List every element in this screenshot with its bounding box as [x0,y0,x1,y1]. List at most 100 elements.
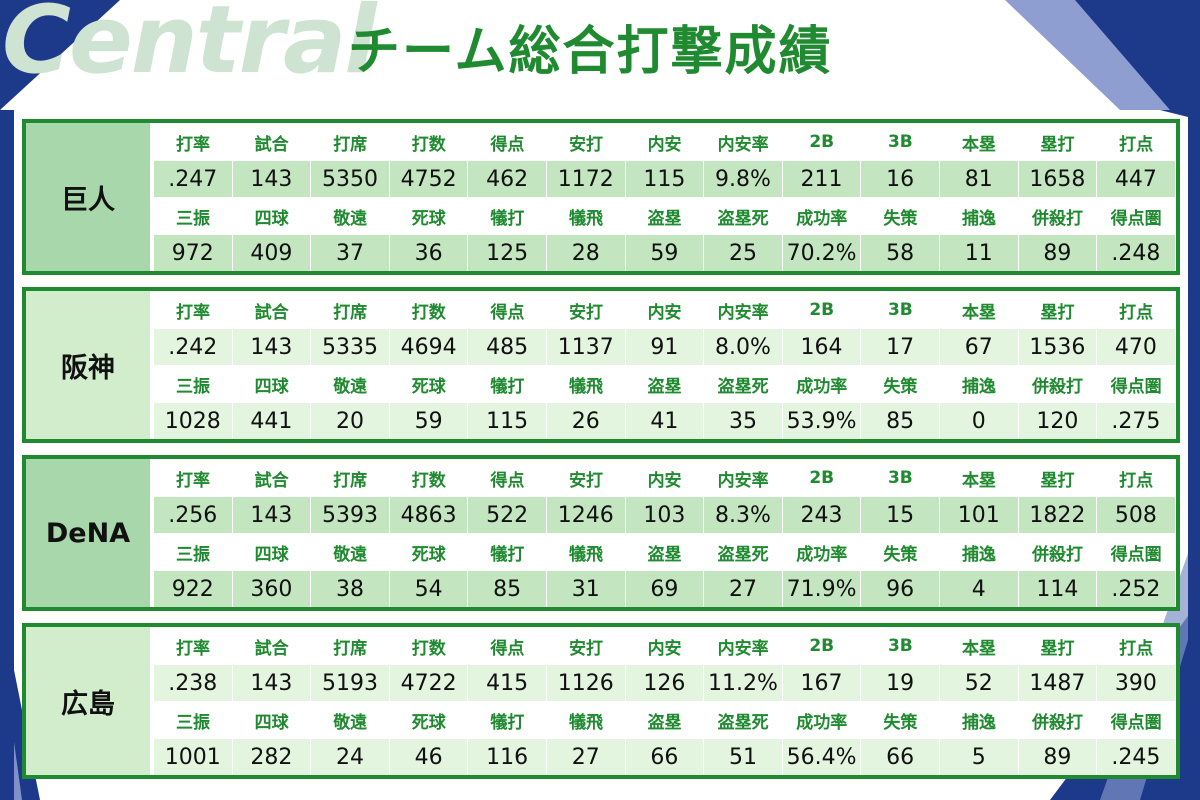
stat-label-row: 打率 試合 打席 打数 得点 安打 内安 内安率 2B 3B 本塁 塁打 打点 [154,461,1176,495]
stat-value: .248 [1097,235,1175,271]
stat-value: .247 [154,161,232,197]
stat-label: 打席 [311,461,390,495]
stat-grid: 打率 試合 打席 打数 得点 安打 内安 内安率 2B 3B 本塁 塁打 打点 .242 143 5335 46… [154,291,1176,439]
stat-value: 115 [468,403,546,439]
stat-label: 打数 [389,293,468,327]
stat-label: 内安率 [704,293,783,327]
stat-label-row: 三振 四球 敬遠 死球 犠打 犠飛 盗塁 盗塁死 成功率 失策 捕逸 併殺打 得点圏 [154,535,1176,569]
stat-label: 死球 [389,199,468,233]
stat-label: 成功率 [782,535,861,569]
stat-value: .242 [154,329,232,365]
stat-label: 成功率 [782,367,861,401]
stat-value: 37 [311,235,389,271]
stat-value: 126 [625,665,704,701]
stat-value: 91 [625,329,704,365]
stat-label: 2B [782,629,861,663]
stat-label: 三振 [154,199,232,233]
stat-label: 打点 [1097,461,1176,495]
stat-value: 1536 [1018,329,1097,365]
stat-value: 20 [311,403,389,439]
stat-label: 死球 [389,535,468,569]
stat-label: 打率 [154,125,232,159]
stat-label: 敬遠 [311,367,390,401]
stat-value: 15 [861,497,939,533]
stat-value-row: .247 143 5350 4752 462 1172 115 9.8% 211 16 81 1658… [154,161,1176,197]
stat-label: 得点 [468,629,547,663]
stat-value: 38 [311,571,389,607]
stat-value: 89 [1018,739,1097,775]
stat-value: 31 [546,571,625,607]
stat-label: 三振 [154,703,232,737]
stat-label: 併殺打 [1018,703,1097,737]
stat-value: 115 [625,161,704,197]
stat-value: 26 [546,403,625,439]
stat-value: 143 [232,161,311,197]
stat-value: 36 [389,235,468,271]
stat-label: 本塁 [939,629,1018,663]
stat-label: 犠飛 [546,703,625,737]
stat-label: 内安 [625,125,704,159]
stat-value: 1137 [546,329,625,365]
stat-label: 犠打 [468,535,547,569]
stat-value: 41 [625,403,704,439]
stat-value: 4722 [389,665,468,701]
stat-label: 塁打 [1018,293,1097,327]
stat-label: 内安率 [704,461,783,495]
stat-label: 四球 [232,535,311,569]
stat-grid: 打率 試合 打席 打数 得点 安打 内安 内安率 2B 3B 本塁 塁打 打点 .238 143 5193 47… [154,627,1176,775]
stat-label: 打率 [154,293,232,327]
stat-label: 得点圏 [1097,367,1176,401]
stat-label: 犠打 [468,367,547,401]
stat-value: 116 [468,739,546,775]
stat-label: 本塁 [939,461,1018,495]
stat-value: 1658 [1018,161,1097,197]
stat-label: 得点 [468,125,547,159]
stat-label: 打数 [389,629,468,663]
stat-label: 内安 [625,629,704,663]
header: Central チーム総合打撃成績 [0,0,1200,110]
team-name: 阪神 [26,291,150,439]
stat-value: 167 [782,665,861,701]
stat-label: 試合 [232,125,311,159]
stat-value-row: .238 143 5193 4722 415 1126 126 11.2% 167 19 52 148… [154,665,1176,701]
stat-label: 打点 [1097,293,1176,327]
stat-label: 失策 [861,199,940,233]
stat-label: 敬遠 [311,535,390,569]
stat-value: 19 [861,665,939,701]
stat-label: 2B [782,461,861,495]
stat-label: 四球 [232,199,311,233]
stat-value: 1822 [1018,497,1097,533]
stat-value: 27 [546,739,625,775]
stat-value: .238 [154,665,232,701]
stat-value: 35 [704,403,782,439]
stat-label: 安打 [546,125,625,159]
stat-value: 66 [625,739,704,775]
stat-label: 犠飛 [546,199,625,233]
stat-label: 試合 [232,293,311,327]
stat-value: 4694 [389,329,468,365]
stat-label: 四球 [232,367,311,401]
stat-value: .252 [1097,571,1175,607]
stat-label: 得点圏 [1097,535,1176,569]
stat-label: 安打 [546,293,625,327]
stat-value: 1487 [1018,665,1097,701]
stat-value: 390 [1097,665,1175,701]
stat-label: 打席 [311,125,390,159]
stat-value: 9.8% [704,161,782,197]
stat-label: 盗塁 [625,199,704,233]
stat-value: 27 [704,571,782,607]
stat-grid: 打率 試合 打席 打数 得点 安打 内安 内安率 2B 3B 本塁 塁打 打点 .247 143 5350 47… [154,123,1176,271]
stat-label: 失策 [861,535,940,569]
stat-value: 51 [704,739,782,775]
stat-label-row: 打率 試合 打席 打数 得点 安打 内安 内安率 2B 3B 本塁 塁打 打点 [154,629,1176,663]
stat-value: 89 [1018,235,1097,271]
stat-label: 四球 [232,703,311,737]
stat-value: 5393 [311,497,389,533]
stat-value: 462 [468,161,546,197]
team-name: 巨人 [26,123,150,271]
team-panel: 阪神 打率 試合 打席 打数 得点 安打 内安 内安率 2B 3B 本塁 塁打 打点 .242 143 5335… [22,287,1180,443]
stat-value: 85 [861,403,939,439]
stat-label: 成功率 [782,703,861,737]
stat-value: 282 [232,739,311,775]
stat-label: 犠打 [468,703,547,737]
